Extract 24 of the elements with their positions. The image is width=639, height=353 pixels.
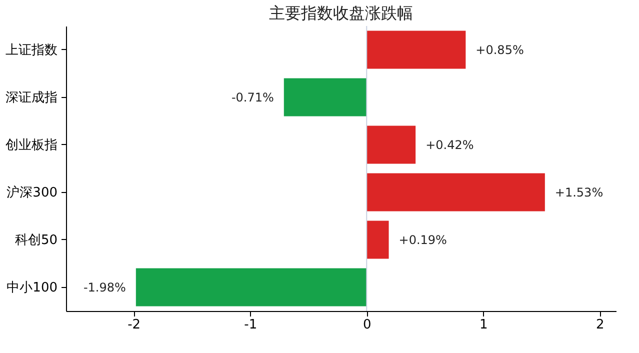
x-tick-label: -2: [128, 318, 141, 332]
bar: [366, 30, 466, 69]
data-label: +0.19%: [398, 232, 447, 247]
bar: [284, 78, 367, 116]
y-tick-label: 沪深300: [6, 184, 58, 200]
y-tick-label: 中小100: [6, 280, 58, 296]
y-tick-label: 创业板指: [6, 138, 58, 153]
chart-title: 主要指数收盘涨跌幅: [269, 4, 413, 22]
data-label: +1.53%: [554, 185, 604, 200]
y-tick-label: 深证成指: [6, 90, 58, 106]
x-tick-label: -1: [244, 318, 258, 332]
data-label: +0.85%: [476, 42, 524, 57]
bar: [136, 268, 367, 306]
data-label: -1.98%: [83, 280, 126, 294]
bar: [366, 126, 416, 164]
x-tick-label: 0: [362, 318, 372, 332]
data-label: -0.71%: [231, 90, 274, 104]
data-label: +0.42%: [426, 138, 474, 152]
bar: [366, 220, 389, 259]
x-tick-label: 2: [596, 318, 604, 332]
bar: [366, 173, 545, 212]
y-tick-label: 科创50: [14, 232, 58, 248]
x-tick-label: 1: [480, 318, 488, 332]
y-tick-label: 上证指数: [6, 42, 58, 58]
